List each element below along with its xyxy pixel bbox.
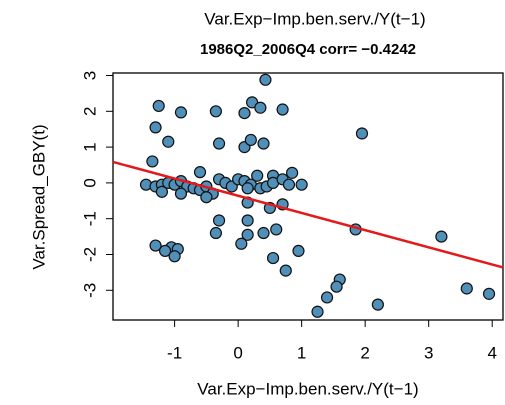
point: [241, 182, 254, 195]
point: [276, 103, 289, 116]
x-tick-label: -1: [167, 343, 182, 362]
point: [435, 230, 448, 243]
point: [295, 178, 308, 191]
point: [155, 185, 169, 198]
x-axis-label: Var.Exp−Imp.ben.serv./Y(t−1): [197, 379, 418, 398]
y-tick-label: 0: [80, 178, 99, 187]
point: [286, 166, 299, 179]
point: [311, 305, 324, 318]
point: [162, 135, 175, 148]
point: [254, 101, 267, 114]
point: [251, 169, 264, 182]
point: [241, 214, 254, 227]
point: [174, 106, 188, 119]
chart-subtitle: 1986Q2_2006Q4 corr= −0.4242: [200, 41, 416, 58]
y-tick-label: 3: [80, 71, 99, 80]
point: [460, 282, 473, 295]
plot-frame: [112, 72, 504, 321]
point: [168, 250, 181, 263]
point: [212, 137, 226, 150]
point: [292, 244, 305, 258]
point: [174, 187, 188, 200]
x-tick-label: 2: [360, 343, 369, 362]
point: [270, 223, 283, 236]
point: [371, 298, 384, 311]
point: [320, 291, 334, 304]
chart-title: Var.Exp−Imp.ben.serv./Y(t−1): [204, 9, 425, 28]
point: [212, 214, 226, 227]
x-tick-label: 4: [487, 343, 496, 362]
point: [244, 133, 257, 147]
point: [282, 178, 296, 191]
y-tick-label: 1: [80, 142, 99, 151]
point: [149, 239, 162, 252]
point: [209, 105, 222, 118]
point: [257, 226, 270, 240]
point: [146, 155, 159, 168]
point: [235, 237, 248, 250]
point: [152, 99, 165, 113]
point: [200, 191, 213, 204]
regression-line: [112, 160, 504, 269]
point: [209, 226, 222, 240]
point: [330, 280, 343, 293]
x-tick-label: 1: [297, 343, 306, 362]
x-tick-label: 3: [424, 343, 433, 362]
point: [355, 127, 369, 140]
point: [257, 137, 270, 150]
y-tick-label: -1: [80, 211, 99, 226]
y-axis-label: Var.Spread_GBY(t): [29, 124, 48, 269]
y-tick-label: 2: [80, 107, 99, 116]
y-tick-label: -2: [80, 247, 99, 262]
x-tick-label: 0: [233, 343, 242, 362]
point: [259, 73, 272, 86]
point: [482, 287, 496, 300]
point: [238, 106, 251, 120]
y-tick-label: -3: [80, 283, 99, 298]
point: [279, 264, 292, 277]
point: [266, 251, 280, 265]
point: [158, 244, 172, 258]
point: [193, 166, 207, 179]
point: [241, 228, 254, 241]
point: [149, 121, 162, 134]
